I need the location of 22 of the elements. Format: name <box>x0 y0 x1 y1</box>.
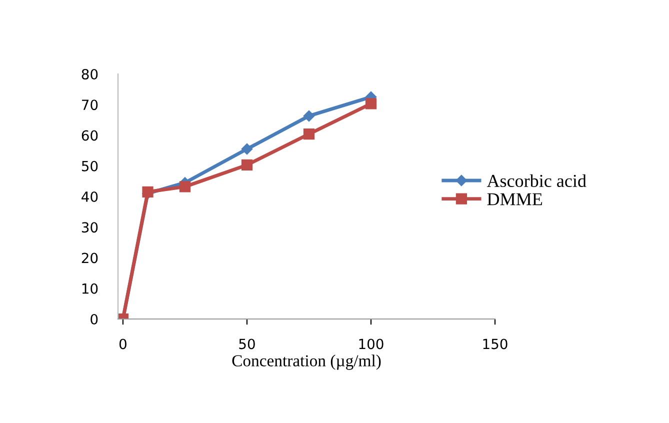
legend-label: DMME <box>487 193 542 206</box>
y-tick-label: 10 <box>82 283 98 294</box>
x-tick-label: 0 <box>119 338 126 350</box>
y-tick-label: 0 <box>90 314 98 324</box>
y-tick-label: 60 <box>82 130 98 141</box>
y-tick-label: 50 <box>82 160 98 172</box>
y-tick-label: 20 <box>82 252 98 264</box>
point <box>179 181 191 192</box>
point <box>303 110 315 122</box>
point <box>303 128 315 140</box>
point <box>241 159 253 171</box>
x-tick-label: 50 <box>239 338 255 350</box>
point <box>365 98 377 110</box>
point <box>241 143 253 155</box>
legend-label: Ascorbic acid <box>486 174 586 188</box>
y-tick-label: 30 <box>82 222 98 233</box>
y-tick-label: 70 <box>82 100 98 110</box>
y-tick-label: 40 <box>82 191 98 202</box>
x-tick-label: 150 <box>483 338 508 350</box>
y-tick-label: 80 <box>82 68 98 80</box>
x-axis-title: Concentration (µg/ml) <box>232 354 381 370</box>
x-tick-label: 100 <box>359 338 384 350</box>
